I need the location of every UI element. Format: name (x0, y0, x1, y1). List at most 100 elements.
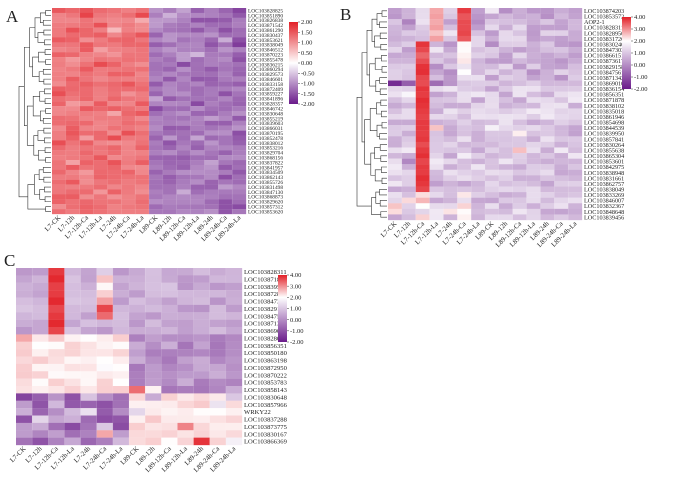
heatmap-cell (176, 37, 191, 43)
row-label: LOC103873617 (584, 58, 624, 65)
heatmap-cell (429, 153, 444, 159)
heatmap-cell (161, 282, 178, 291)
heatmap-cell (190, 140, 205, 146)
row-label: LOC103832367 (584, 203, 624, 210)
heatmap-cell (429, 141, 444, 148)
heatmap-cell (225, 393, 243, 401)
dendrogram-branch (374, 35, 381, 48)
heatmap-cell (32, 349, 49, 357)
heatmap-cell (443, 158, 458, 165)
heatmap-cell (121, 8, 136, 14)
heatmap-cell (149, 111, 164, 117)
heatmap-cell (526, 186, 541, 193)
heatmap-cell (218, 8, 233, 14)
heatmap-cell (193, 334, 210, 342)
heatmap-cell (526, 119, 541, 126)
heatmap-cell (218, 86, 233, 92)
heatmap-cell (498, 80, 513, 87)
heatmap-cell (129, 304, 146, 313)
heatmap-cell (93, 71, 108, 77)
heatmap-cell (112, 422, 130, 431)
heatmap-cell (568, 192, 583, 198)
heatmap-cell (485, 86, 500, 92)
heatmap-cell (471, 63, 486, 70)
heatmap-cell (401, 102, 416, 109)
heatmap-cell (162, 47, 177, 53)
heatmap-cell (540, 41, 555, 48)
heatmap-cell (457, 158, 472, 165)
heatmap-cell (209, 304, 226, 313)
heatmap-cell (162, 160, 177, 166)
heatmap-cell (162, 184, 177, 190)
heatmap-cell (176, 174, 191, 180)
dendrogram-branch (381, 177, 387, 185)
dendrogram-branch (381, 66, 387, 73)
row-label: LOC103828825 (248, 8, 283, 14)
dendrogram-branch (379, 144, 387, 151)
heatmap-cell (112, 341, 130, 350)
heatmap-cell (232, 91, 247, 97)
heatmap-cell (443, 203, 458, 209)
heatmap-cell (232, 150, 247, 156)
dendrogram-branch (44, 98, 51, 104)
heatmap-cell (112, 356, 130, 365)
heatmap-cell (388, 175, 403, 182)
heatmap-cell (485, 114, 500, 120)
heatmap-cell (112, 408, 130, 416)
heatmap-cell (64, 393, 81, 401)
heatmap-cell (443, 30, 458, 37)
dendrogram-branch (44, 186, 51, 193)
heatmap-cell (135, 17, 150, 23)
heatmap-cell (149, 37, 164, 43)
heatmap-cell (485, 197, 500, 204)
heatmap-cell (79, 115, 94, 121)
heatmap-cell (121, 91, 136, 97)
heatmap-cell (204, 8, 219, 14)
heatmap-cell (52, 174, 67, 180)
heatmap-cell (457, 52, 472, 59)
heatmap-cell (121, 61, 136, 67)
heatmap-cell (232, 115, 247, 121)
row-label: LOC103834509 (248, 170, 283, 176)
heatmap-cell (80, 356, 97, 365)
heatmap-cell (204, 101, 219, 107)
heatmap-cell (65, 37, 80, 43)
row-label: LOC103831726 (584, 36, 624, 43)
heatmap-cell (32, 378, 49, 387)
heatmap-cell (401, 192, 416, 198)
heatmap-cell (112, 393, 130, 401)
heatmap-cell (79, 86, 94, 92)
heatmap-cell (512, 91, 527, 98)
heatmap-cell (176, 8, 191, 14)
heatmap-cell (121, 179, 136, 185)
heatmap-cell (443, 74, 458, 81)
dendrogram-branch (44, 39, 51, 46)
heatmap-cell (457, 153, 472, 159)
heatmap-cell (554, 214, 569, 221)
heatmap-cell (129, 356, 146, 365)
heatmap-cell (190, 150, 205, 156)
heatmap-cell (512, 147, 527, 154)
row-label: LOC103838012 (248, 141, 283, 147)
heatmap-cell (498, 102, 513, 109)
heatmap-cell (457, 102, 472, 109)
heatmap-cell (112, 349, 130, 357)
panel-label-a: A (6, 7, 19, 26)
heatmap-cell (162, 52, 177, 58)
heatmap-cell (218, 47, 233, 53)
heatmap-cell (554, 8, 569, 14)
heatmap-cell (485, 13, 500, 20)
heatmap-cell (65, 115, 80, 121)
heatmap-cell (93, 32, 108, 38)
heatmap-cell (415, 130, 430, 137)
heatmap-cell (107, 140, 122, 146)
heatmap-cell (121, 42, 136, 48)
heatmap-cell (176, 17, 191, 23)
heatmap-cell (193, 437, 210, 446)
heatmap-cell (80, 430, 97, 438)
heatmap-cell (471, 19, 486, 25)
heatmap-cell (129, 408, 146, 416)
heatmap-cell (177, 378, 194, 387)
heatmap-cell (225, 282, 243, 291)
heatmap-cell (161, 290, 178, 298)
